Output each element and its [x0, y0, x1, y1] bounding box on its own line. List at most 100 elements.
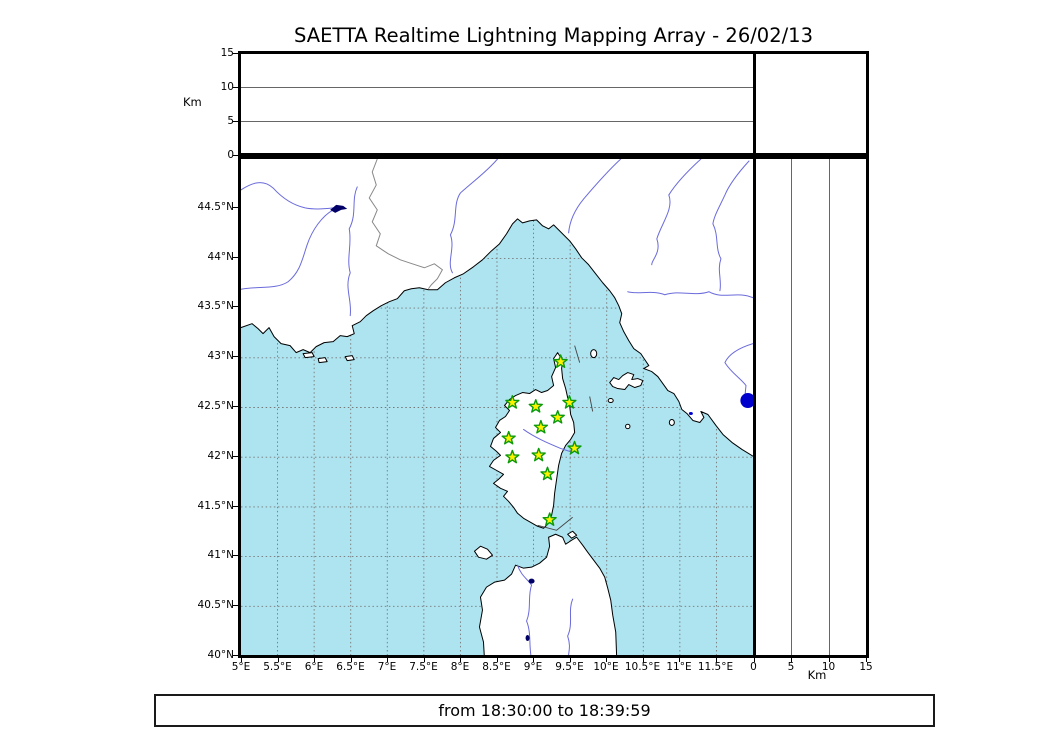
- lon-tick-label: 11.5°E: [697, 661, 734, 673]
- alt-right-tick-label: 15: [859, 661, 873, 673]
- lon-tick: [533, 658, 534, 662]
- lat-tick-label: 44°N: [207, 250, 234, 263]
- lon-tick: [569, 658, 571, 662]
- lon-tick: [606, 658, 607, 662]
- map-canvas: [241, 159, 753, 655]
- country-border-france-italy: [368, 159, 444, 290]
- alt-left-tick-label: 15: [220, 47, 234, 59]
- island-montecristo: [625, 423, 631, 430]
- lon-tick: [387, 658, 388, 662]
- lon-tick-label: 6.5°E: [336, 661, 365, 673]
- lat-tick-label: 41.5°N: [197, 499, 234, 512]
- lon-tick-label: 9°E: [523, 661, 543, 673]
- panel-altitude-vs-longitude: [238, 51, 756, 156]
- station-marker: [540, 466, 555, 481]
- panel-corner: [753, 51, 869, 156]
- station-marker: [531, 447, 546, 462]
- time-range-box: from 18:30:00 to 18:39:59: [154, 694, 935, 727]
- station-marker: [567, 440, 582, 455]
- lon-tick-label: 10.5°E: [624, 661, 661, 673]
- alt-right-tick-label: 0: [750, 661, 757, 673]
- lon-tick: [642, 658, 644, 662]
- station-marker: [501, 430, 516, 445]
- alt-right-tick: [828, 658, 830, 662]
- station-marker: [542, 512, 557, 526]
- lat-tick: [233, 406, 238, 407]
- lon-tick: [460, 658, 461, 662]
- coastline-corsica: [488, 352, 576, 529]
- station-marker: [553, 354, 568, 368]
- altitude-gridline-10km: [241, 87, 753, 88]
- lon-tick: [350, 658, 352, 662]
- lon-tick-label: 8.5°E: [482, 661, 511, 673]
- station-marker: [562, 395, 577, 409]
- lon-tick-label: 5.5°E: [263, 661, 292, 673]
- station-marker: [505, 449, 520, 464]
- panel-altitude-vs-latitude: [753, 156, 869, 658]
- lat-tick: [233, 505, 238, 507]
- island-hyeres-3: [344, 355, 355, 362]
- lon-tick-label: 9.5°E: [555, 661, 584, 673]
- lon-tick: [314, 658, 315, 662]
- island-asinara: [473, 545, 493, 560]
- lon-tick-label: 7°E: [377, 661, 397, 673]
- altitude-axis-unit-right: Km: [807, 668, 827, 682]
- alt-left-tick-label: 5: [227, 115, 234, 127]
- lon-tick-label: 5°E: [231, 661, 251, 673]
- lat-tick-label: 40.5°N: [197, 599, 234, 612]
- station-marker: [533, 419, 549, 434]
- alt-left-tick: [233, 53, 238, 54]
- altitude-gridline-10km-vertical: [829, 159, 830, 655]
- lon-tick-label: 7.5°E: [409, 661, 438, 673]
- island-pianosa: [607, 398, 614, 404]
- lat-tick-label: 42°N: [207, 449, 234, 462]
- rivers: [241, 159, 753, 655]
- station-marker: [528, 399, 543, 413]
- island-elba: [609, 372, 644, 391]
- page-title: SAETTA Realtime Lightning Mapping Array …: [294, 24, 813, 47]
- altitude-gridline-5km-vertical: [791, 159, 792, 655]
- panel-map: [238, 156, 756, 658]
- alt-right-tick-label: 10: [821, 661, 836, 673]
- coastline-sardinia: [478, 533, 618, 655]
- island-giglio: [668, 418, 675, 426]
- island-hyeres-2: [317, 357, 328, 364]
- alt-left-tick: [233, 121, 238, 122]
- alt-left-tick-label: 10: [220, 81, 234, 93]
- lat-tick-label: 42.5°N: [197, 400, 234, 412]
- lat-tick: [233, 306, 238, 308]
- lon-tick: [496, 658, 498, 662]
- lon-tick: [241, 658, 242, 662]
- altitude-gridline-5km: [241, 121, 753, 122]
- alt-right-tick: [753, 658, 755, 662]
- altitude-axis-unit-left: Km: [183, 95, 202, 109]
- lon-tick-label: 6°E: [304, 661, 324, 673]
- island-hyeres-1: [302, 352, 315, 359]
- station-marker: [550, 409, 565, 424]
- lat-tick-label: 43.5°N: [197, 300, 234, 313]
- lat-tick-label: 44.5°N: [197, 200, 234, 213]
- lon-tick: [277, 658, 279, 662]
- lat-tick-label: 41°N: [207, 549, 234, 562]
- lightning-event-marker: [740, 393, 753, 409]
- lat-tick: [233, 555, 238, 557]
- alt-right-tick: [791, 658, 792, 662]
- lat-tick: [233, 206, 238, 208]
- station-marker: [505, 395, 520, 409]
- island-maddalena: [567, 530, 578, 539]
- alt-left-tick: [233, 155, 238, 156]
- coastline-mainland: [241, 159, 753, 457]
- lat-tick: [233, 655, 238, 656]
- lat-tick: [233, 256, 238, 258]
- lon-tick: [679, 658, 680, 662]
- alt-right-tick: [866, 658, 867, 662]
- lat-tick-label: 40°N: [207, 649, 234, 661]
- island-capraia: [590, 349, 598, 359]
- lat-tick: [233, 605, 238, 607]
- alt-right-tick-label: 5: [787, 661, 795, 673]
- lon-tick-label: 8°E: [450, 661, 470, 673]
- line-segments: [537, 345, 594, 531]
- time-range-text: from 18:30:00 to 18:39:59: [438, 701, 651, 720]
- lon-tick: [423, 658, 425, 662]
